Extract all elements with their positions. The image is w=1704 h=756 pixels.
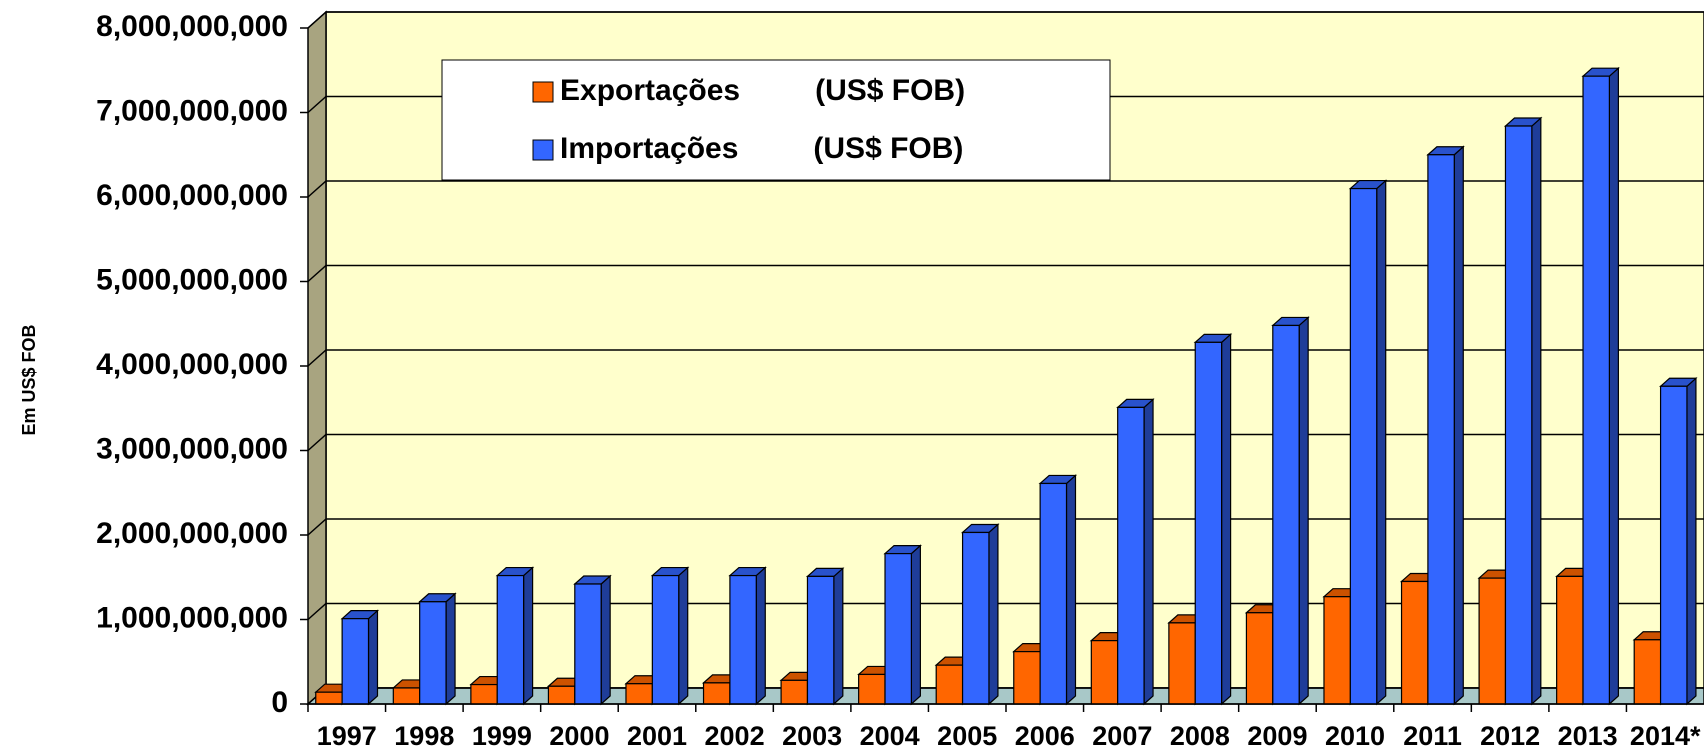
bar [884, 552, 912, 705]
bar [651, 574, 680, 705]
y-tick-label: 8,000,000,000 [96, 10, 288, 43]
x-tick-label: 2009 [1247, 721, 1307, 751]
bar-side [1065, 474, 1077, 706]
bar-side [1453, 145, 1464, 706]
bar [1659, 385, 1688, 705]
x-tick-label: 1997 [317, 721, 377, 751]
bar-side [1376, 179, 1387, 706]
x-tick-label: 2001 [627, 721, 687, 751]
bar-side [1298, 316, 1309, 706]
bar-side [678, 566, 689, 706]
bar [1504, 125, 1533, 705]
bar [625, 683, 653, 705]
bar [1168, 622, 1196, 705]
bar [496, 574, 525, 705]
bar-side [1608, 66, 1619, 706]
y-tick-label: 5,000,000,000 [96, 263, 288, 296]
y-tick-label: 2,000,000,000 [96, 517, 288, 550]
grid-line [307, 433, 1704, 452]
bar-side [1531, 116, 1542, 706]
bar [392, 687, 421, 705]
legend-label: Importações (US$ FOB) [560, 132, 963, 165]
y-tick-label: 4,000,000,000 [96, 348, 288, 381]
x-tick-label: 2004 [860, 721, 920, 751]
bar [315, 691, 343, 705]
bar [574, 583, 602, 705]
bar [935, 664, 964, 705]
bar-side [910, 544, 921, 706]
y-tick-label: 7,000,000,000 [96, 94, 288, 127]
bar [702, 682, 731, 705]
bar [780, 679, 809, 705]
bar [961, 531, 990, 705]
x-tick-label: 2005 [937, 721, 997, 751]
bar [1117, 406, 1145, 705]
y-tick-label: 3,000,000,000 [96, 432, 288, 465]
bar [1013, 651, 1041, 705]
grid-line [307, 349, 1704, 367]
grid-line [307, 95, 1704, 114]
bar [1400, 580, 1429, 705]
bar [1039, 482, 1068, 705]
grid-line [307, 11, 1704, 29]
bar [1478, 577, 1507, 705]
bar [341, 618, 370, 705]
bar [858, 673, 886, 705]
x-tick-label: 1999 [472, 721, 532, 751]
y-tick-label: 1,000,000,000 [96, 601, 288, 634]
x-tick-label: 2007 [1092, 721, 1152, 751]
bar [1633, 639, 1662, 705]
bar-side [755, 566, 766, 706]
x-tick-label: 2010 [1325, 721, 1385, 751]
legend-swatch [532, 139, 554, 161]
bar [1245, 612, 1274, 705]
bar-side [600, 574, 611, 706]
x-tick-label: 2008 [1170, 721, 1230, 751]
bar [1194, 341, 1223, 705]
bar-side [988, 523, 999, 706]
bar [1582, 75, 1610, 705]
bar [470, 683, 498, 705]
bar [547, 685, 576, 705]
y-tick-label: 0 [271, 686, 288, 719]
x-tick-label: 2002 [705, 721, 765, 751]
bar-side [1221, 333, 1232, 706]
x-tick-label: 2014* [1630, 721, 1701, 751]
legend-swatch [532, 81, 554, 103]
bar-side [367, 609, 379, 706]
legend-label: Exportações (US$ FOB) [560, 74, 965, 107]
bar [1090, 640, 1119, 705]
x-tick-label: 2011 [1403, 721, 1462, 751]
bar [1323, 596, 1351, 705]
bar-side [523, 566, 534, 706]
x-tick-label: 2003 [782, 721, 842, 751]
grid-line [307, 264, 1704, 283]
x-tick-label: 2000 [549, 721, 609, 751]
x-tick-label: 2012 [1480, 721, 1540, 751]
bar-side [1686, 376, 1697, 706]
x-tick-label: 1998 [394, 721, 454, 751]
bar [1427, 154, 1455, 705]
y-tick-label: 6,000,000,000 [96, 179, 288, 212]
bar [729, 574, 757, 705]
bar [1556, 575, 1584, 705]
x-tick-label: 2006 [1015, 721, 1075, 751]
bar-side [833, 567, 844, 706]
bar [806, 575, 835, 705]
y-axis-label: Em US$ FOB [19, 324, 39, 435]
bar [1349, 187, 1378, 705]
bar [419, 601, 447, 705]
bar-side [1143, 398, 1154, 706]
grid-line [307, 180, 1704, 198]
grid-line [307, 602, 1704, 621]
bar-side [445, 592, 456, 706]
bar [1272, 324, 1300, 705]
grid-line [307, 518, 1704, 536]
x-tick-label: 2013 [1558, 721, 1618, 751]
